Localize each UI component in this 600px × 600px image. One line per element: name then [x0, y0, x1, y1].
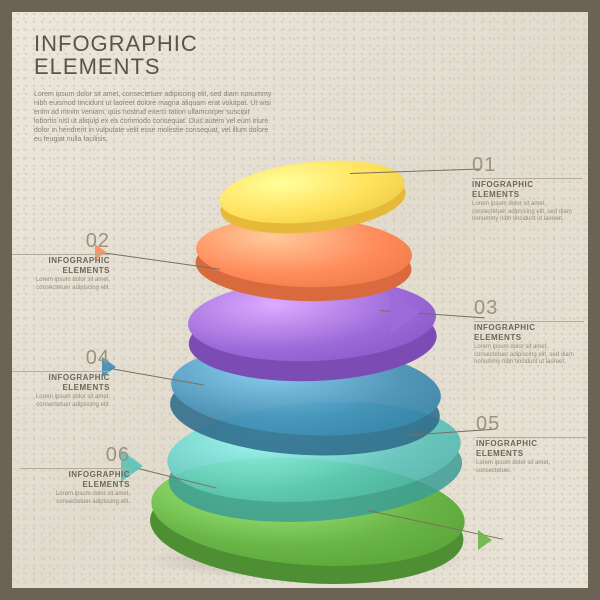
callout-divider [20, 468, 130, 469]
callout-body: Lorem ipsum dolor sit amet, consectetuer… [472, 201, 582, 224]
callout-sublabel: ELEMENTS [472, 190, 582, 199]
callout-05: 05 INFOGRAPHICELEMENTS Lorem ipsum dolor s… [476, 413, 586, 475]
title-line-2: ELEMENTS [34, 55, 198, 78]
callout-number: 06 [20, 444, 130, 467]
disc-6 [216, 152, 407, 231]
callout-sublabel: ELEMENTS [0, 383, 110, 392]
callout-number: 03 [474, 297, 584, 320]
callout-sublabel: ELEMENTS [20, 480, 130, 489]
callout-number: 02 [0, 230, 110, 253]
title-line-1: INFOGRAPHIC [34, 32, 198, 55]
callout-label: INFOGRAPHIC [0, 373, 110, 382]
callout-number: 05 [476, 413, 586, 436]
callout-body: Lorem ipsum dolor sit amet, consectetuer… [20, 491, 130, 506]
callout-divider [0, 371, 110, 372]
intro-paragraph: Lorem ipsum dolor sit amet, consectetuer… [34, 90, 274, 145]
title-block: INFOGRAPHIC ELEMENTS [34, 32, 198, 78]
callout-sublabel: ELEMENTS [476, 449, 586, 458]
callout-number: 01 [472, 154, 582, 177]
callout-label: INFOGRAPHIC [476, 439, 586, 448]
callout-divider [474, 321, 584, 322]
callout-divider [0, 254, 110, 255]
callout-04: 04 INFOGRAPHICELEMENTS Lorem ipsum dolor s… [0, 347, 110, 409]
callout-label: INFOGRAPHIC [0, 256, 110, 265]
callout-01: 01 INFOGRAPHICELEMENTS Lorem ipsum dolor s… [472, 154, 582, 224]
callout-06: 06 INFOGRAPHICELEMENTS Lorem ipsum dolor s… [20, 444, 130, 506]
callout-body: Lorem ipsum dolor sit amet, consectetuer… [474, 344, 584, 367]
callout-03: 03 INFOGRAPHICELEMENTS Lorem ipsum dolor s… [474, 297, 584, 367]
callout-body: Lorem ipsum dolor sit amet, consectetuer… [0, 394, 110, 409]
callout-label: INFOGRAPHIC [472, 180, 582, 189]
callout-sublabel: ELEMENTS [0, 266, 110, 275]
infographic-frame: INFOGRAPHIC ELEMENTS Lorem ipsum dolor s… [0, 0, 600, 600]
pointer-triangle-2 [390, 290, 420, 334]
callout-divider [472, 178, 582, 179]
callout-body: Lorem ipsum dolor sit amet, consectetuer… [476, 460, 586, 475]
callout-divider [476, 437, 586, 438]
callout-label: INFOGRAPHIC [20, 470, 130, 479]
callout-label: INFOGRAPHIC [474, 323, 584, 332]
callout-number: 04 [0, 347, 110, 370]
callout-sublabel: ELEMENTS [474, 333, 584, 342]
callout-body: Lorem ipsum dolor sit amet, consectetuer… [0, 277, 110, 292]
pointer-triangle-5 [478, 530, 492, 550]
callout-02: 02 INFOGRAPHICELEMENTS Lorem ipsum dolor s… [0, 230, 110, 292]
